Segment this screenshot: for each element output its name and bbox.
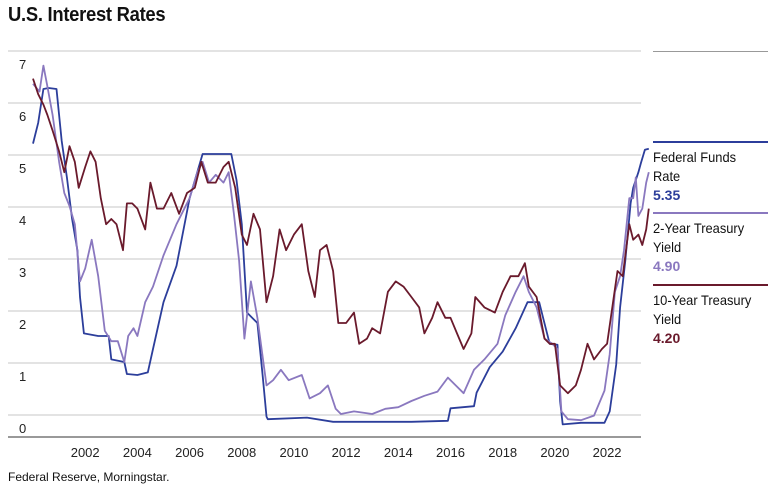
x-tick-label: 2006 [175, 445, 204, 460]
legend-label-2yr: 2-Year Treasury Yield [653, 220, 745, 255]
x-tick-label: 2014 [384, 445, 413, 460]
legend-top-rule [653, 51, 768, 52]
legend-value-2yr: 4.90 [653, 258, 681, 274]
x-tick-label: 2020 [540, 445, 569, 460]
x-tick-labels: 2002 2004 2006 2008 2010 2012 2014 2016 2018 2020… [71, 445, 622, 460]
x-tick-label: 2018 [488, 445, 517, 460]
x-tick-label: 2016 [436, 445, 465, 460]
chart-title: U.S. Interest Rates [8, 4, 166, 26]
x-tick-label: 2002 [71, 445, 100, 460]
series-line-fed-funds [32, 87, 650, 426]
grid-lines [8, 50, 641, 438]
x-tick-label: 2022 [593, 445, 622, 460]
y-tick-label: 3 [19, 265, 26, 280]
y-tick-label: 1 [19, 369, 26, 384]
legend-swatch-fed-funds [653, 141, 768, 143]
x-tick-label: 2008 [227, 445, 256, 460]
y-tick-label: 6 [19, 109, 26, 124]
series-line-10yr [32, 78, 650, 395]
source-note: Federal Reserve, Morningstar. [8, 470, 170, 484]
legend-value-fed-funds: 5.35 [653, 187, 681, 203]
legend-swatch-10yr [653, 284, 768, 286]
y-tick-labels: 0 1 2 3 4 5 6 7 [19, 57, 26, 436]
y-tick-label: 0 [19, 421, 26, 436]
legend-label-fed-funds: Federal Funds Rate [653, 149, 737, 184]
y-tick-label: 4 [19, 213, 26, 228]
legend-value-10yr: 4.20 [653, 330, 681, 346]
legend-swatch-2yr [653, 212, 768, 214]
series-line-2yr [32, 64, 650, 422]
legend-item-2yr: 2-Year Treasury Yield 4.90 [653, 212, 768, 275]
legend-item-10yr: 10-Year Treasury Yield 4.20 [653, 284, 768, 347]
x-tick-label: 2012 [332, 445, 361, 460]
y-tick-label: 5 [19, 161, 26, 176]
x-tick-label: 2010 [279, 445, 308, 460]
y-tick-label: 2 [19, 317, 26, 332]
series-lines [32, 64, 650, 426]
x-tick-label: 2004 [123, 445, 152, 460]
legend-label-10yr: 10-Year Treasury Yield [653, 292, 752, 327]
legend-item-fed-funds: Federal Funds Rate 5.35 [653, 141, 768, 204]
y-tick-label: 7 [19, 57, 26, 72]
